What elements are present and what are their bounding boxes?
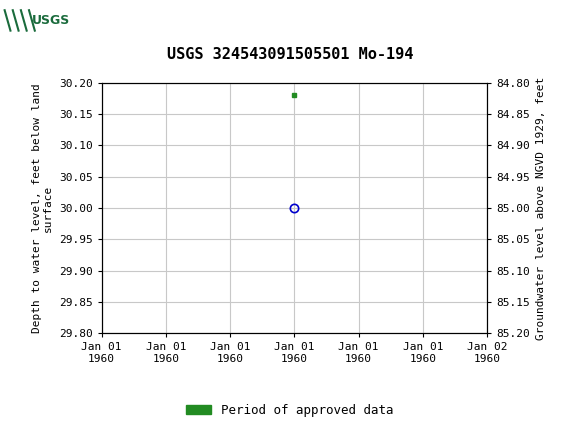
Y-axis label: Depth to water level, feet below land
surface: Depth to water level, feet below land su… [31, 83, 53, 333]
Text: USGS: USGS [32, 14, 70, 27]
Y-axis label: Groundwater level above NGVD 1929, feet: Groundwater level above NGVD 1929, feet [535, 76, 546, 340]
FancyBboxPatch shape [3, 3, 58, 37]
Text: USGS 324543091505501 Mo-194: USGS 324543091505501 Mo-194 [167, 47, 413, 62]
Legend: Period of approved data: Period of approved data [181, 399, 399, 421]
